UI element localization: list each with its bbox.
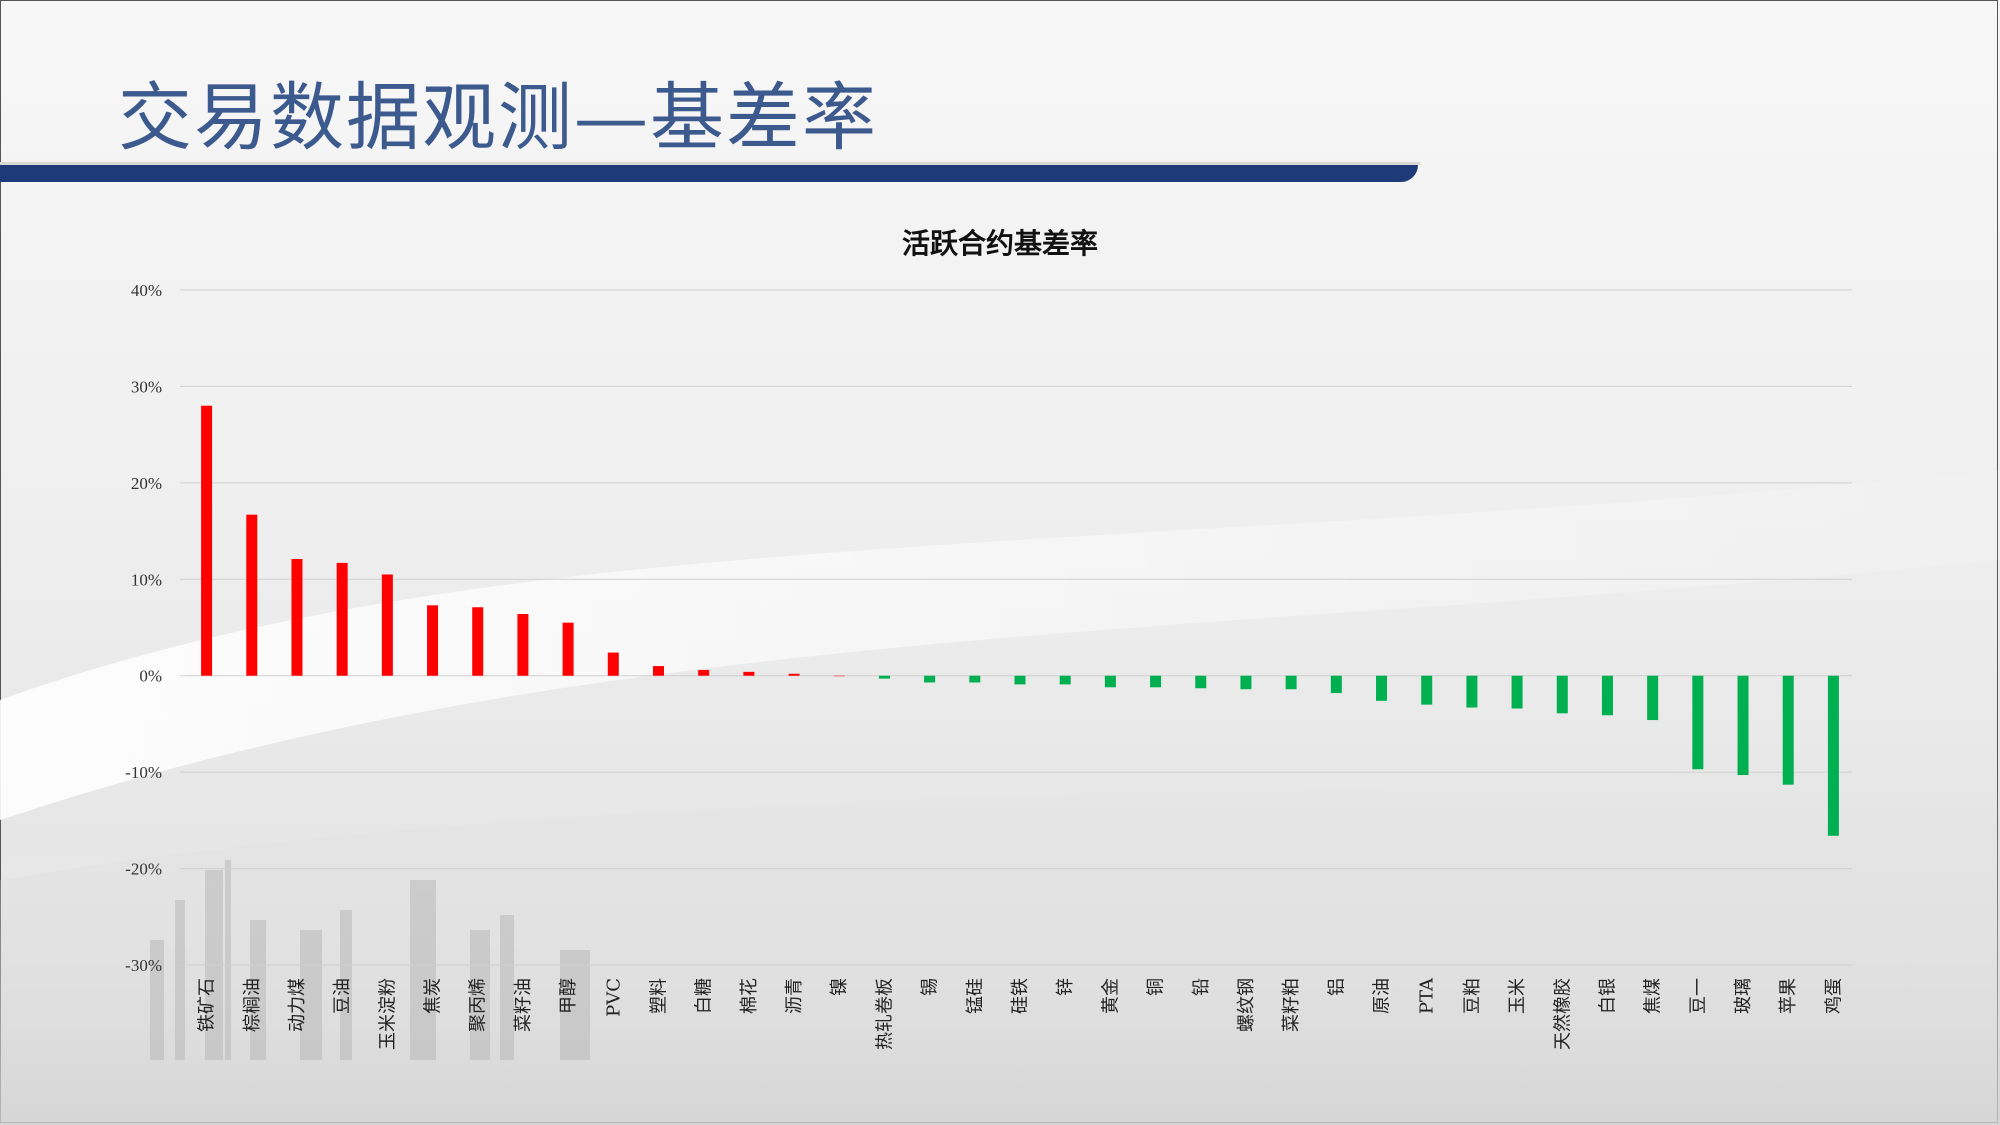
bar — [878, 675, 890, 679]
x-tick-label: 镍 — [829, 978, 850, 996]
x-tick-label: 豆粕 — [1462, 978, 1483, 1014]
x-tick-label: 鸡蛋 — [1823, 978, 1844, 1014]
bar — [833, 675, 845, 677]
x-tick-label: 螺纹钢 — [1236, 978, 1257, 1032]
bar — [1556, 675, 1568, 714]
x-tick-label: 白糖 — [694, 978, 715, 1014]
bar — [1466, 675, 1478, 708]
bar — [1330, 675, 1342, 694]
chart-title: 活跃合约基差率 — [901, 227, 1098, 260]
x-tick-label: 玉米淀粉 — [377, 978, 398, 1050]
bar — [201, 405, 213, 676]
x-tick-label: 动力煤 — [287, 978, 308, 1032]
x-tick-label: 原油 — [1372, 978, 1393, 1014]
x-tick-label: 锌 — [1055, 978, 1076, 996]
x-tick-label: 豆油 — [332, 978, 353, 1014]
bar — [1692, 675, 1704, 770]
y-tick-label: -20% — [125, 860, 162, 879]
bar — [1421, 675, 1433, 705]
bar — [517, 614, 529, 676]
bar — [1782, 675, 1794, 785]
x-tick-label: 铜 — [1146, 978, 1167, 996]
bar — [1827, 675, 1839, 836]
x-tick-label: 锡 — [920, 978, 941, 996]
bar — [427, 605, 439, 676]
x-tick-label: 甲醇 — [558, 978, 579, 1014]
bar — [743, 671, 755, 676]
x-tick-label: 锰硅 — [965, 978, 986, 1014]
bar — [1059, 675, 1071, 685]
y-tick-label: 10% — [131, 570, 162, 589]
x-tick-label: 硅铁 — [1010, 978, 1031, 1014]
bar — [1376, 675, 1388, 701]
bar — [1285, 675, 1297, 690]
bar — [1601, 675, 1613, 716]
x-tick-label: 棕榈油 — [242, 978, 263, 1032]
x-tick-label: 菜籽油 — [513, 978, 534, 1032]
x-tick-label: 焦煤 — [1643, 978, 1664, 1014]
bar — [381, 574, 393, 676]
bar — [1150, 675, 1162, 688]
x-tick-label: 铝 — [1326, 978, 1347, 996]
bar — [562, 622, 574, 676]
x-tick-label: 铅 — [1191, 978, 1212, 996]
bar — [336, 562, 348, 676]
x-tick-label: 玻璃 — [1733, 978, 1754, 1014]
bar — [1195, 675, 1207, 689]
x-tick-label: 苹果 — [1778, 978, 1799, 1014]
y-tick-label: 30% — [131, 377, 162, 396]
bar — [291, 559, 303, 676]
gridlines — [180, 289, 1852, 966]
bar — [1511, 675, 1523, 709]
bar — [472, 607, 484, 676]
bars — [201, 405, 1839, 836]
bar — [1014, 675, 1026, 685]
bar — [1240, 675, 1252, 690]
bar — [1647, 675, 1659, 721]
bar — [1737, 675, 1749, 776]
x-tick-label: 焦炭 — [423, 978, 444, 1014]
bar — [788, 673, 800, 676]
header-divider-bar — [0, 165, 1418, 182]
x-tick-label: 聚丙烯 — [468, 978, 489, 1032]
bar — [924, 675, 936, 683]
y-tick-label: -10% — [125, 763, 162, 782]
bar — [652, 666, 664, 676]
x-tick-label: 白银 — [1597, 978, 1618, 1014]
x-tick-label: 热轧卷板 — [874, 978, 895, 1050]
x-tick-label: PTA — [1417, 977, 1438, 1014]
bar — [1104, 675, 1116, 688]
bar — [607, 652, 619, 676]
x-tick-label: 棉花 — [739, 978, 760, 1014]
page-title: 交易数据观测—基差率 — [118, 75, 878, 161]
bar — [246, 514, 258, 676]
x-tick-label: 黄金 — [1100, 978, 1121, 1014]
y-axis-tick-labels: 40% 30% 20% 10% 0% -10% -20% -30% — [125, 281, 162, 975]
bar — [698, 669, 710, 676]
y-tick-label: 40% — [131, 281, 162, 300]
y-tick-label: -30% — [125, 956, 162, 975]
x-tick-label: 铁矿石 — [197, 978, 218, 1032]
x-tick-label: 豆一 — [1688, 978, 1709, 1014]
y-tick-label: 20% — [131, 474, 162, 493]
y-tick-label: 0% — [139, 667, 162, 686]
x-axis-tick-labels: 铁矿石 棕榈油 动力煤 豆油 玉米淀粉 焦炭 聚丙烯 菜籽油 甲醇 PVC 塑料 白糖 棉花 沥青 镍 热轧卷… — [197, 977, 1845, 1050]
x-tick-label: 塑料 — [648, 978, 669, 1014]
x-tick-label: 菜籽粕 — [1281, 978, 1302, 1032]
bar — [969, 675, 981, 683]
x-tick-label: 天然橡胶 — [1552, 978, 1573, 1050]
header-divider-shadow — [0, 162, 1420, 165]
x-tick-label: 沥青 — [784, 978, 805, 1014]
x-tick-label: 玉米 — [1507, 978, 1528, 1014]
x-tick-label: PVC — [603, 978, 624, 1017]
